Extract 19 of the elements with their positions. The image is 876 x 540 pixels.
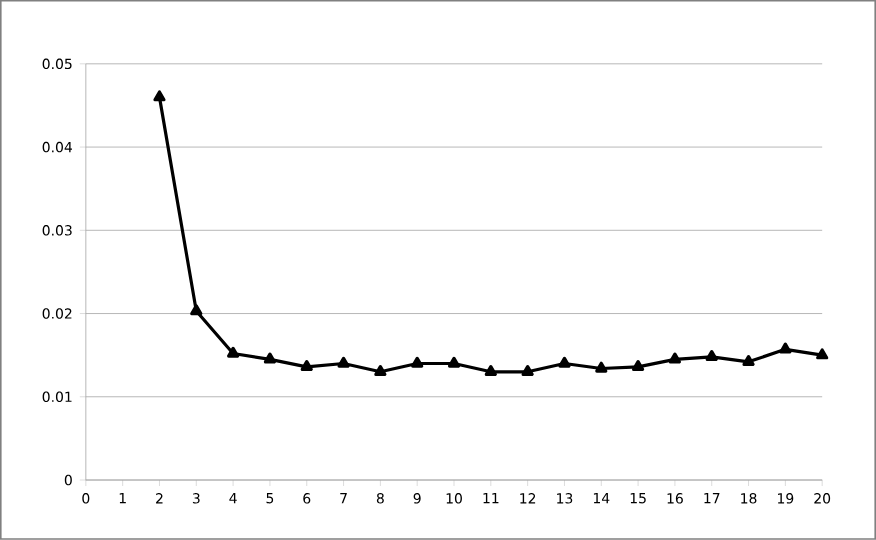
point <box>668 352 681 364</box>
point <box>558 356 571 368</box>
point <box>411 356 424 368</box>
point <box>632 360 645 372</box>
point <box>263 352 277 364</box>
point <box>779 342 792 354</box>
point <box>374 365 387 377</box>
point <box>705 350 718 362</box>
point <box>595 361 608 373</box>
point <box>300 360 313 372</box>
point <box>816 348 829 360</box>
point <box>742 355 755 367</box>
point <box>337 356 350 368</box>
point <box>484 365 497 377</box>
point <box>521 365 534 377</box>
point <box>227 346 240 358</box>
point <box>447 356 461 368</box>
point <box>153 90 166 102</box>
point <box>190 304 203 316</box>
